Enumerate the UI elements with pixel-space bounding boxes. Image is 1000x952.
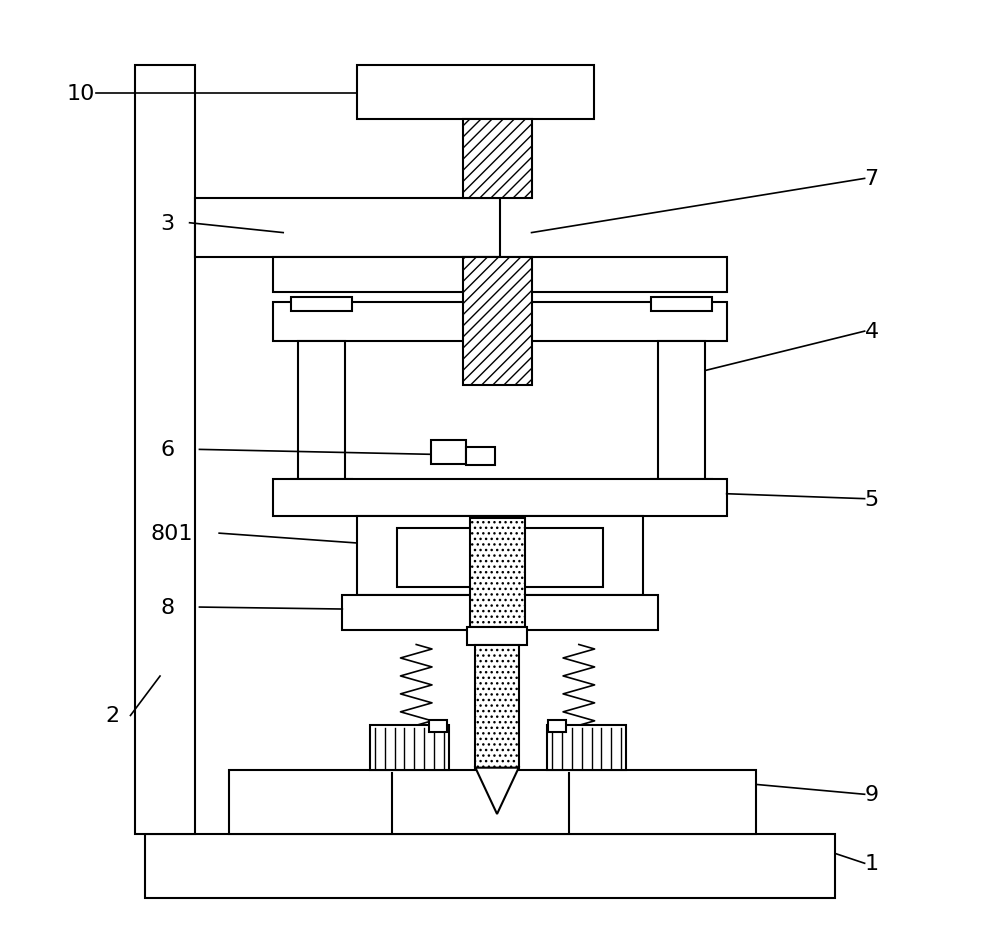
Bar bbox=[229, 770, 756, 834]
Bar bbox=[463, 120, 532, 199]
Bar bbox=[467, 627, 527, 645]
Text: 6: 6 bbox=[160, 440, 174, 460]
Bar bbox=[291, 297, 352, 312]
Bar bbox=[291, 480, 352, 491]
Bar bbox=[547, 725, 626, 770]
Text: 10: 10 bbox=[66, 84, 95, 104]
Bar bbox=[370, 725, 449, 770]
Bar bbox=[651, 480, 712, 491]
Bar bbox=[463, 258, 532, 386]
Bar bbox=[651, 297, 712, 312]
Bar bbox=[658, 342, 705, 485]
Bar bbox=[357, 66, 594, 120]
Text: 3: 3 bbox=[160, 213, 174, 233]
Text: 801: 801 bbox=[150, 524, 193, 544]
Bar bbox=[357, 517, 643, 596]
Bar bbox=[135, 66, 195, 834]
Bar bbox=[548, 721, 566, 732]
Bar bbox=[195, 199, 500, 258]
Bar bbox=[273, 480, 727, 517]
Bar bbox=[342, 596, 658, 630]
Text: 4: 4 bbox=[865, 322, 879, 342]
Polygon shape bbox=[475, 768, 519, 814]
Bar bbox=[475, 645, 519, 768]
Text: 8: 8 bbox=[160, 598, 174, 618]
Text: 7: 7 bbox=[865, 169, 879, 189]
Bar bbox=[466, 448, 495, 466]
Bar bbox=[273, 302, 727, 342]
Text: 1: 1 bbox=[865, 853, 879, 873]
Bar bbox=[431, 440, 466, 465]
Bar bbox=[273, 258, 727, 292]
Text: 5: 5 bbox=[865, 489, 879, 509]
Text: 2: 2 bbox=[106, 705, 120, 725]
Bar bbox=[298, 342, 345, 485]
Bar bbox=[429, 721, 447, 732]
Bar bbox=[145, 834, 835, 898]
Bar bbox=[470, 519, 525, 627]
Text: 9: 9 bbox=[865, 784, 879, 804]
Bar bbox=[397, 528, 603, 587]
